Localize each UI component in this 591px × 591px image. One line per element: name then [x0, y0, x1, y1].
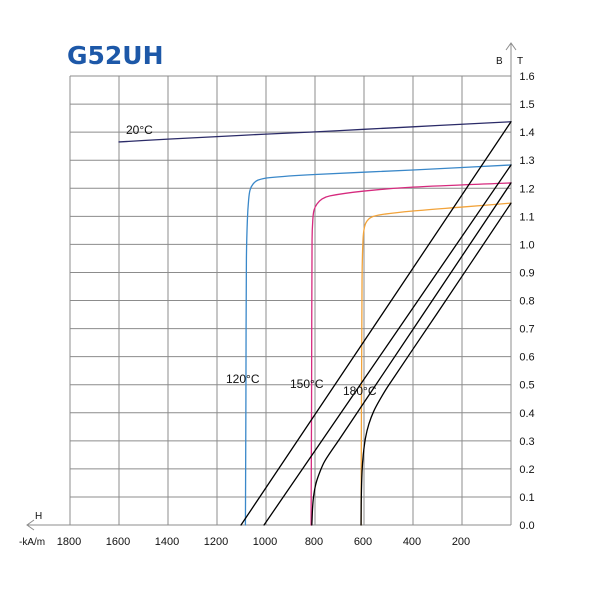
y-tick-label: 0.6 — [519, 352, 534, 364]
x-tick-labels: 1800 1600 1400 1200 1000 800 600 400 200 — [57, 536, 470, 548]
curve-150c — [310, 182, 512, 526]
y-tick-label: 0.5 — [519, 380, 534, 392]
x-tick-label: 1400 — [155, 536, 179, 548]
curve-label-120c: 120°C — [226, 372, 260, 386]
grid — [69, 75, 511, 526]
black-curve-1 — [240, 121, 512, 526]
x-axis-label: H — [35, 511, 42, 522]
y-tick-labels: 1.6 1.5 1.4 1.3 1.2 1.1 1.0 0.9 0.8 0.7 0.6 0.5 0.4 0… — [519, 71, 534, 532]
y-tick-label: 1.2 — [519, 183, 534, 195]
y-axis-unit: T — [517, 56, 523, 67]
curve-180c — [360, 202, 512, 526]
black-curve-4 — [360, 202, 512, 526]
x-tick-label: 1000 — [253, 536, 277, 548]
y-tick-label: 0.3 — [519, 436, 534, 448]
curve-label-150c: 150°C — [290, 377, 324, 391]
curve-label-180c: 180°C — [343, 384, 377, 398]
chart-title: G52UH — [67, 41, 164, 70]
y-tick-label: 0.0 — [519, 520, 534, 532]
y-tick-label: 0.4 — [519, 408, 534, 420]
y-tick-label: 1.3 — [519, 155, 534, 167]
x-tick-label: 600 — [354, 536, 372, 548]
x-tick-label: 1200 — [204, 536, 228, 548]
y-tick-label: 0.2 — [519, 464, 534, 476]
y-tick-label: 1.5 — [519, 99, 534, 111]
black-curve-2 — [263, 164, 512, 526]
h-axis-arrow-icon — [26, 519, 35, 531]
black-curve-3 — [311, 182, 512, 526]
y-tick-label: 0.7 — [519, 324, 534, 336]
y-tick-label: 1.4 — [519, 127, 534, 139]
y-tick-label: 1.6 — [519, 71, 534, 83]
curve-label-20c: 20°C — [126, 123, 153, 137]
x-tick-label: 400 — [403, 536, 421, 548]
y-tick-label: 0.1 — [519, 492, 534, 504]
b-axis-arrow-icon — [505, 42, 517, 51]
x-tick-label: 1600 — [106, 536, 130, 548]
curve-20c — [118, 121, 512, 143]
x-axis-unit: -kA/m — [19, 537, 45, 548]
y-tick-label: 1.0 — [519, 239, 534, 251]
y-tick-label: 1.1 — [519, 211, 534, 223]
curve-120c — [244, 164, 512, 526]
y-tick-label: 0.8 — [519, 296, 534, 308]
x-tick-label: 200 — [452, 536, 470, 548]
curves — [118, 121, 512, 526]
x-tick-label: 800 — [305, 536, 323, 548]
y-tick-label: 0.9 — [519, 267, 534, 279]
x-tick-label: 1800 — [57, 536, 81, 548]
y-axis-label: B — [496, 56, 503, 67]
axes — [26, 42, 517, 531]
